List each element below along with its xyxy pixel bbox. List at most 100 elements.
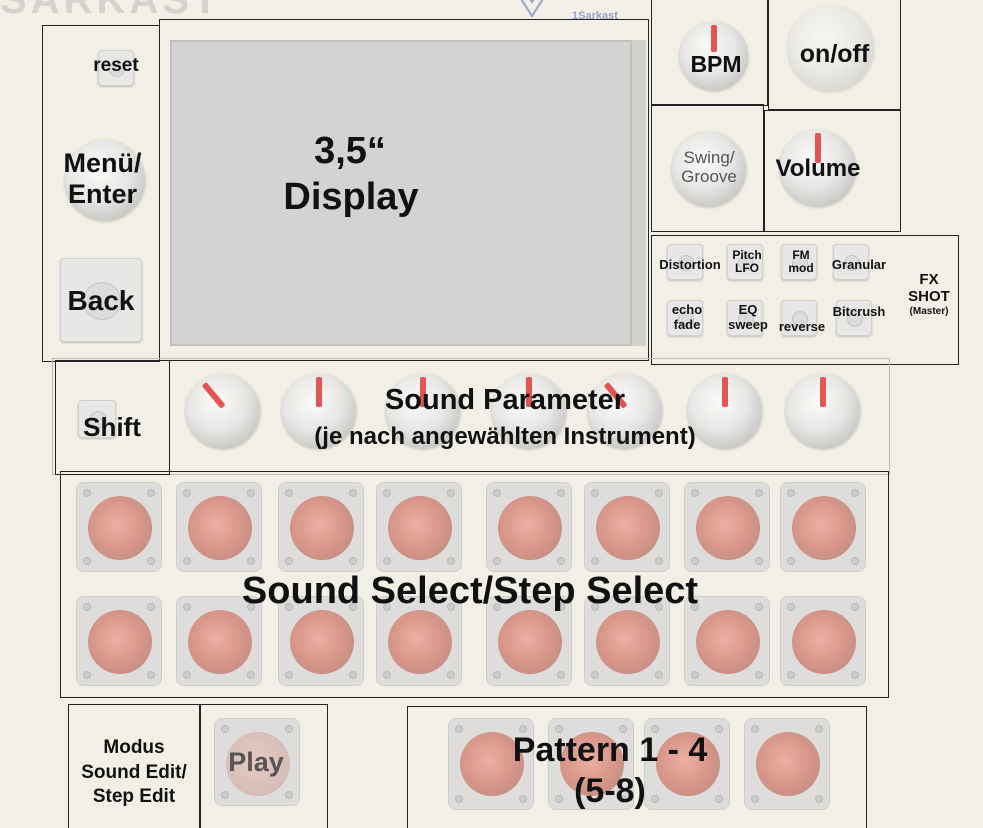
bpm-frame: [651, 0, 768, 106]
pitch-lfo-button[interactable]: [727, 244, 763, 280]
on-off-switch[interactable]: [788, 5, 874, 91]
display-screen: [170, 40, 632, 346]
back-label: Back: [67, 285, 135, 316]
modus-label: Modus Sound Edit/ Step Edit: [64, 736, 204, 810]
reset-button[interactable]: [98, 50, 134, 86]
sound-parameter-subtitle: (je nach angewählten Instrument): [314, 423, 696, 450]
menu-enter-encoder[interactable]: [65, 140, 145, 220]
modus-line2: Sound Edit/: [81, 761, 187, 783]
shift-frame: [55, 360, 170, 475]
display-size-label: 3,5“: [314, 130, 386, 172]
eq-sweep-button[interactable]: [727, 300, 763, 336]
pad-5[interactable]: [486, 482, 572, 572]
pad-1[interactable]: [76, 482, 162, 572]
echo-fade-line2: fade: [673, 316, 701, 332]
logo-watermark: SARKAST: [0, 0, 222, 22]
swing-groove-label: Swing/ Groove: [664, 148, 754, 186]
pad-9[interactable]: [76, 596, 162, 686]
pattern-line2: (5-8): [574, 771, 646, 810]
swing-label-line2: Groove: [681, 167, 737, 187]
distortion-button[interactable]: [667, 244, 703, 280]
parameter-knob-7[interactable]: [786, 374, 860, 448]
pitch-lfo-line1: Pitch: [732, 248, 762, 262]
volume-frame: [764, 110, 901, 232]
reverse-label: reverse: [778, 319, 826, 334]
volume-label: Volume: [775, 155, 861, 182]
echo-fade-label: echo fade: [662, 302, 712, 332]
display-frame: [159, 19, 649, 361]
pad-12[interactable]: [376, 596, 462, 686]
play-button[interactable]: [214, 718, 300, 806]
pad-15[interactable]: [684, 596, 770, 686]
parameter-knob-1[interactable]: [186, 374, 260, 448]
parameter-knob-6[interactable]: [688, 374, 762, 448]
pattern-button-2[interactable]: [548, 718, 634, 810]
eq-sweep-line2: sweep: [728, 316, 768, 332]
parameter-knob-2[interactable]: [282, 374, 356, 448]
swing-frame: [651, 104, 764, 232]
display-label: Display: [283, 176, 419, 218]
pad-8[interactable]: [780, 482, 866, 572]
fm-mod-line2: mod: [788, 261, 814, 276]
pad-10[interactable]: [176, 596, 262, 686]
modus-line1: Modus: [103, 737, 165, 758]
sound-select-label: Sound Select/Step Select: [241, 570, 699, 612]
distortion-label: Distortion: [659, 257, 721, 272]
on-off-frame: [768, 0, 901, 110]
eq-sweep-label: EQ sweep: [720, 302, 776, 332]
pattern-button-3[interactable]: [644, 718, 730, 810]
swing-groove-knob[interactable]: [672, 132, 746, 206]
pad-11[interactable]: [278, 596, 364, 686]
menu-enter-label: Menü/ Enter: [50, 148, 155, 211]
pattern-button-1[interactable]: [448, 718, 534, 810]
pad-13[interactable]: [486, 596, 572, 686]
fm-mod-label: FM mod: [776, 248, 826, 276]
menu-label-line2: Enter: [67, 179, 138, 210]
play-frame: [200, 704, 328, 828]
fm-mod-line1: FM: [792, 248, 810, 262]
bpm-label: BPM: [690, 51, 742, 77]
pad-grid-frame: [60, 471, 889, 698]
pattern-button-4[interactable]: [744, 718, 830, 810]
echo-fade-button[interactable]: [667, 300, 703, 336]
pad-7[interactable]: [684, 482, 770, 572]
eq-sweep-line1: EQ: [738, 302, 758, 317]
fx-shot-line3: (Master): [909, 305, 949, 317]
on-off-label: on/off: [799, 40, 870, 68]
granular-button[interactable]: [833, 244, 869, 280]
bitcrush-button[interactable]: [836, 300, 872, 336]
fx-panel-frame: [651, 235, 959, 365]
bpm-knob[interactable]: [680, 22, 748, 90]
parameter-knob-5[interactable]: [588, 374, 662, 448]
reverse-button[interactable]: [781, 300, 817, 336]
pad-14[interactable]: [584, 596, 670, 686]
pad-2[interactable]: [176, 482, 262, 572]
pattern-line1: Pattern 1 - 4: [512, 731, 708, 769]
pad-16[interactable]: [780, 596, 866, 686]
pattern-frame: [407, 706, 867, 828]
back-button[interactable]: [60, 258, 142, 342]
logo-icon: [520, 0, 544, 18]
modus-line3: Step Edit: [92, 786, 176, 808]
modus-frame: [68, 704, 200, 828]
swing-label-line1: Swing/: [683, 148, 735, 167]
reset-label: reset: [93, 55, 139, 76]
fm-mod-button[interactable]: [781, 244, 817, 280]
echo-fade-line1: echo: [671, 302, 703, 317]
shift-button[interactable]: [78, 400, 116, 438]
volume-knob[interactable]: [780, 130, 856, 206]
shift-label: Shift: [83, 412, 141, 442]
fx-shot-label: FX SHOT (Master): [898, 271, 960, 317]
granular-label: Granular: [831, 257, 887, 272]
parameter-knob-3[interactable]: [386, 374, 460, 448]
parameter-row-frame: [52, 358, 890, 475]
play-label: Play: [228, 747, 284, 777]
fx-shot-line2: SHOT: [908, 287, 950, 305]
pad-3[interactable]: [278, 482, 364, 572]
sound-parameter-title: Sound Parameter: [384, 384, 626, 416]
pad-6[interactable]: [584, 482, 670, 572]
menu-label-line1: Menü/: [63, 148, 142, 178]
parameter-knob-4[interactable]: [492, 374, 566, 448]
fx-shot-line1: FX: [919, 271, 939, 288]
pad-4[interactable]: [376, 482, 462, 572]
